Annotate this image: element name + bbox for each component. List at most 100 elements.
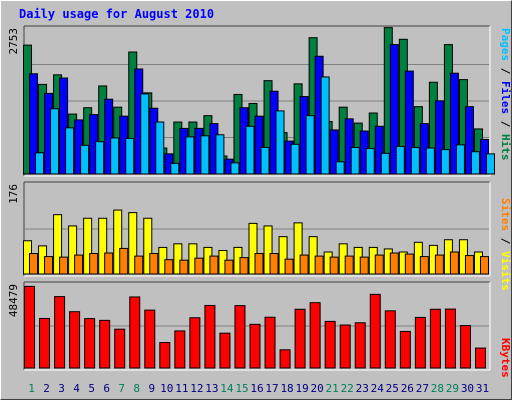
pages-files-hits-bar-pages-day-27 (425, 147, 435, 175)
x-tick-label-day-17: 17 (265, 382, 278, 395)
sites-visits-bar-sites-day-1 (29, 253, 39, 275)
kbytes-bar-kbytes-day-31 (474, 347, 486, 369)
pages-files-hits-bar-pages-day-28 (440, 149, 450, 175)
sites-visits-bar-sites-day-10 (164, 259, 174, 275)
legend-files: Files (499, 81, 512, 114)
pages-files-hits-bar-pages-day-31 (485, 153, 495, 175)
legend-: / (499, 114, 512, 134)
pages-files-hits-bar-pages-day-1 (35, 152, 45, 175)
sites-visits-bar-sites-day-28 (434, 254, 444, 275)
pages-files-hits-bar-pages-day-20 (320, 76, 330, 175)
x-tick-label-day-16: 16 (250, 382, 263, 395)
sites-visits-bar-sites-day-30 (464, 255, 474, 275)
pages-files-hits-bar-pages-day-8 (140, 93, 150, 175)
pages-files-hits-bar-files-day-24 (374, 125, 384, 175)
pages-files-hits-bar-pages-day-14 (230, 162, 240, 175)
pages-files-hits-bar-files-day-1 (29, 73, 39, 175)
pages-files-hits-bar-pages-day-23 (365, 148, 375, 175)
x-tick-label-day-23: 23 (356, 382, 369, 395)
pages-files-hits-bar-pages-day-29 (455, 144, 465, 175)
pages-files-hits-bar-pages-day-25 (395, 145, 405, 175)
sites-visits-bar-sites-day-12 (194, 257, 204, 275)
x-tick-label-day-24: 24 (371, 382, 385, 395)
sites-visits-bar-sites-day-27 (419, 256, 429, 275)
kbytes-bar-kbytes-day-5 (84, 318, 96, 369)
x-tick-label-day-2: 2 (43, 382, 50, 395)
x-tick-label-day-8: 8 (133, 382, 140, 395)
panel3-legend-label: KBytes (499, 338, 512, 378)
pages-files-hits-bar-pages-day-26 (410, 146, 420, 175)
x-tick-label-day-18: 18 (280, 382, 293, 395)
pages-files-hits-max-label: 2753 (7, 28, 20, 55)
pages-files-hits-bar-pages-day-18 (290, 143, 300, 175)
legend-sites: Sites (499, 198, 512, 231)
x-tick-label-day-10: 10 (160, 382, 173, 395)
pages-files-hits-bar-pages-day-13 (215, 134, 225, 175)
kbytes-bar-kbytes-day-9 (144, 309, 156, 369)
kbytes-bar-kbytes-day-7 (114, 328, 126, 369)
sites-visits-bar-sites-day-21 (329, 256, 339, 275)
pages-files-hits-bar-files-day-29 (449, 72, 459, 175)
x-tick-label-day-12: 12 (190, 382, 203, 395)
kbytes-bar-kbytes-day-27 (414, 316, 426, 369)
sites-visits-bar-sites-day-6 (104, 252, 114, 275)
kbytes-bar-kbytes-day-2 (39, 317, 51, 369)
sites-visits-bar-visits-day-9 (143, 217, 153, 275)
x-tick-label-day-5: 5 (88, 382, 95, 395)
x-tick-label-day-25: 25 (386, 382, 399, 395)
kbytes-bar-kbytes-day-24 (369, 293, 381, 369)
legend-hits: Hits (499, 134, 512, 161)
kbytes-bar-kbytes-day-3 (54, 296, 66, 369)
pages-files-hits-bar-pages-day-9 (155, 121, 165, 175)
sites-visits-max-label: 176 (7, 184, 20, 204)
sites-visits-bar-visits-day-8 (128, 212, 138, 275)
sites-visits-bar-visits-day-18 (278, 236, 288, 275)
pages-files-hits-bar-files-day-21 (329, 129, 339, 175)
pages-files-hits-bar-pages-day-21 (335, 161, 345, 175)
kbytes-bar-kbytes-day-28 (429, 308, 441, 369)
x-tick-label-day-14: 14 (220, 382, 234, 395)
sites-visits-bar-sites-day-22 (344, 255, 354, 275)
x-tick-label-day-19: 19 (295, 382, 308, 395)
pages-files-hits-bar-pages-day-4 (80, 144, 90, 175)
sites-visits-bar-sites-day-31 (479, 256, 489, 275)
sites-visits-bar-visits-day-16 (248, 222, 258, 275)
pages-files-hits-bar-pages-day-12 (200, 135, 210, 175)
sites-visits-bar-visits-day-7 (113, 209, 123, 275)
kbytes-bar-kbytes-day-17 (264, 316, 276, 369)
kbytes-max-label: 48479 (7, 284, 20, 317)
kbytes-bar-kbytes-day-29 (444, 308, 456, 369)
sites-visits-bar-sites-day-17 (269, 253, 279, 275)
x-tick-label-day-29: 29 (446, 382, 459, 395)
sites-visits-bar-sites-day-14 (224, 259, 234, 275)
sites-visits-bar-sites-day-5 (89, 253, 99, 275)
kbytes-bar-kbytes-day-11 (174, 330, 186, 369)
kbytes-bar-kbytes-day-30 (459, 325, 471, 369)
x-tick-label-day-27: 27 (416, 382, 429, 395)
sites-visits-bar-visits-day-17 (263, 225, 273, 275)
kbytes-bar-kbytes-day-26 (399, 330, 411, 369)
pages-files-hits-bar-pages-day-17 (275, 110, 285, 175)
pages-files-hits-bar-pages-day-7 (125, 137, 135, 175)
pages-files-hits-bar-pages-day-5 (95, 141, 105, 175)
kbytes-bar-kbytes-day-15 (234, 305, 246, 369)
kbytes-bar-kbytes-day-25 (384, 310, 396, 369)
sites-visits-bar-sites-day-18 (284, 258, 294, 275)
pages-files-hits-bar-files-day-16 (254, 115, 264, 175)
sites-visits-bar-sites-day-26 (404, 253, 414, 275)
x-tick-label-day-11: 11 (175, 382, 188, 395)
kbytes-bar-kbytes-day-4 (69, 311, 81, 369)
sites-visits-bar-sites-day-15 (239, 257, 249, 275)
pages-files-hits-bar-pages-day-11 (185, 136, 195, 175)
sites-visits-bar-sites-day-3 (59, 256, 69, 275)
pages-files-hits-bar-files-day-22 (344, 118, 354, 175)
sites-visits-bar-sites-day-29 (449, 251, 459, 275)
sites-visits-bar-sites-day-16 (254, 253, 264, 275)
pages-files-hits-bar-pages-day-19 (305, 115, 315, 175)
kbytes-bar-kbytes-day-8 (129, 296, 141, 369)
sites-visits-bar-sites-day-25 (389, 252, 399, 275)
sites-visits-bar-visits-day-4 (68, 225, 78, 275)
pages-files-hits-bar-pages-day-6 (110, 137, 120, 175)
sites-visits-bar-visits-day-3 (53, 214, 63, 275)
